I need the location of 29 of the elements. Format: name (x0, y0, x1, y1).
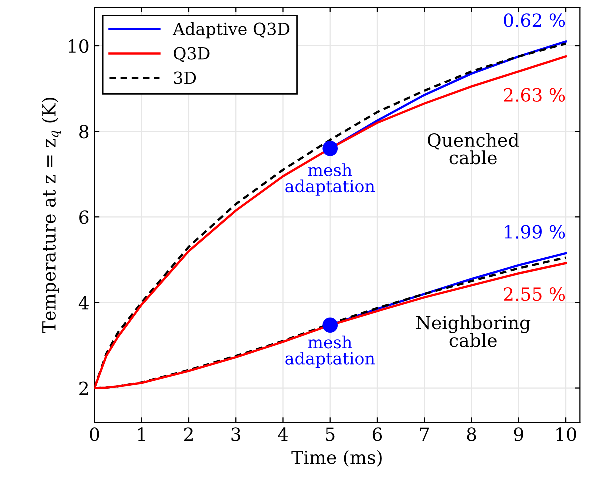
x-tick-label: 10 (556, 428, 576, 442)
x-tick-label: 4 (278, 428, 288, 442)
annotation: 1.99 % (505, 225, 566, 239)
annotation: 2.63 % (504, 88, 566, 102)
annotation: mesh adaptation (286, 336, 376, 368)
annotation: 2.55 % (504, 288, 566, 302)
x-tick-label: 9 (514, 428, 524, 442)
x-axis-title: Time (ms) (292, 450, 382, 467)
y-tick-label: 6 (80, 210, 89, 224)
y-tick-label: 10 (69, 39, 89, 54)
x-tick-label: 0 (90, 428, 100, 442)
x-tick-label: 8 (467, 428, 476, 442)
legend-label: Adaptive Q3D (172, 22, 290, 39)
y-tick-label: 2 (80, 382, 88, 396)
x-tick-label: 2 (184, 428, 193, 442)
annotation: Neighboring cable (416, 316, 531, 348)
x-tick-label: 3 (232, 428, 241, 442)
x-tick-label: 5 (326, 428, 335, 442)
y-tick-label: 4 (78, 296, 89, 310)
annotation: mesh adaptation (286, 164, 376, 196)
legend-label: 3D (174, 72, 196, 84)
legend-label: Q3D (174, 47, 210, 62)
y-axis-title: Temperature at z = z$_{q}$ (K) (42, 98, 62, 334)
annotation: Quenched cable (428, 133, 520, 165)
annotation: 0.62 % (504, 14, 566, 28)
x-tick-label: 6 (372, 428, 382, 442)
y-tick-label: 8 (80, 125, 89, 139)
x-tick-label: 1 (138, 428, 146, 442)
x-tick-label: 7 (420, 428, 430, 442)
